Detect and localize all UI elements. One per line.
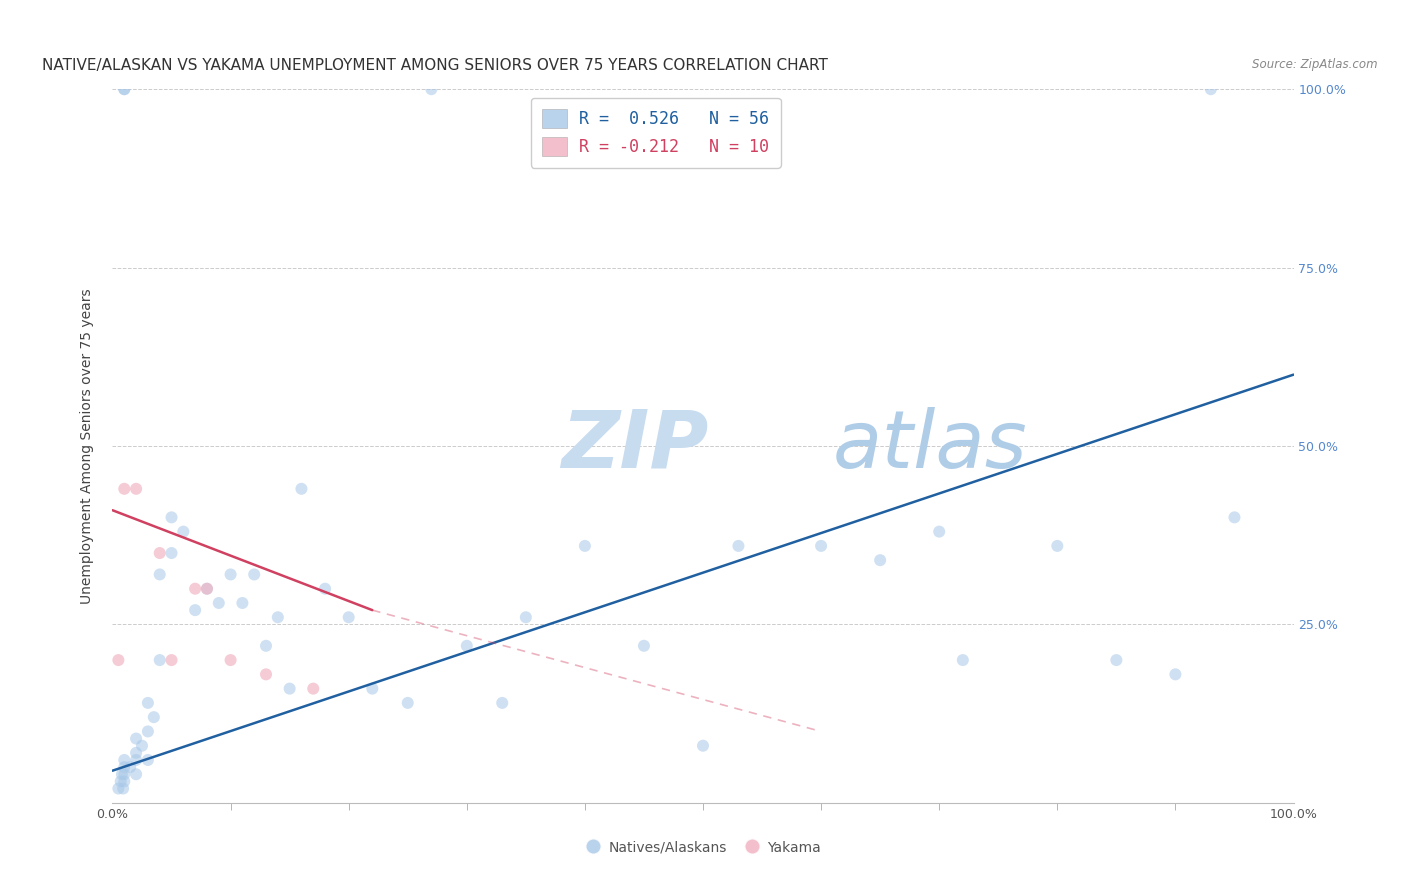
Point: [727, 539, 749, 553]
Point: [515, 610, 537, 624]
Point: [692, 739, 714, 753]
Point: [142, 710, 165, 724]
Point: [195, 582, 218, 596]
Point: [195, 582, 218, 596]
Point: [149, 567, 172, 582]
Text: ZIP: ZIP: [561, 407, 709, 485]
Point: [136, 753, 159, 767]
Point: [160, 510, 183, 524]
Point: [107, 781, 129, 796]
Point: [172, 524, 194, 539]
Point: [1164, 667, 1187, 681]
Point: [125, 731, 148, 746]
Point: [136, 696, 159, 710]
Point: [111, 767, 134, 781]
Point: [314, 582, 336, 596]
Point: [219, 653, 242, 667]
Point: [149, 546, 172, 560]
Point: [337, 610, 360, 624]
Point: [112, 774, 135, 789]
Point: [456, 639, 478, 653]
Point: [361, 681, 384, 696]
Point: [184, 582, 207, 596]
Point: [112, 753, 135, 767]
Point: [810, 539, 832, 553]
Point: [928, 524, 950, 539]
Point: [160, 653, 183, 667]
Point: [302, 681, 325, 696]
Point: [112, 760, 135, 774]
Point: [112, 82, 135, 96]
Point: [420, 82, 443, 96]
Point: [1223, 510, 1246, 524]
Point: [125, 767, 148, 781]
Point: [125, 746, 148, 760]
Point: [254, 667, 277, 681]
Point: [243, 567, 266, 582]
Text: atlas: atlas: [832, 407, 1028, 485]
Point: [254, 639, 277, 653]
Point: [208, 596, 231, 610]
Point: [290, 482, 312, 496]
Point: [231, 596, 253, 610]
Point: [184, 603, 207, 617]
Point: [149, 653, 172, 667]
Point: [120, 760, 142, 774]
Point: [869, 553, 891, 567]
Point: [396, 696, 419, 710]
Point: [1199, 82, 1222, 96]
Point: [574, 539, 596, 553]
Point: [1105, 653, 1128, 667]
Point: [491, 696, 513, 710]
Point: [107, 653, 129, 667]
Point: [112, 767, 135, 781]
Point: [125, 482, 148, 496]
Point: [131, 739, 153, 753]
Point: [633, 639, 655, 653]
Point: [112, 781, 135, 796]
Point: [952, 653, 974, 667]
Point: [160, 546, 183, 560]
Y-axis label: Unemployment Among Seniors over 75 years: Unemployment Among Seniors over 75 years: [80, 288, 94, 604]
Point: [219, 567, 242, 582]
Point: [112, 82, 135, 96]
Point: [112, 482, 135, 496]
Text: NATIVE/ALASKAN VS YAKAMA UNEMPLOYMENT AMONG SENIORS OVER 75 YEARS CORRELATION CH: NATIVE/ALASKAN VS YAKAMA UNEMPLOYMENT AM…: [42, 58, 828, 73]
Text: Source: ZipAtlas.com: Source: ZipAtlas.com: [1253, 58, 1378, 71]
Point: [267, 610, 290, 624]
Legend: Natives/Alaskans, Yakama: Natives/Alaskans, Yakama: [579, 835, 827, 860]
Point: [125, 753, 148, 767]
Point: [1046, 539, 1069, 553]
Point: [278, 681, 301, 696]
Point: [110, 774, 132, 789]
Point: [136, 724, 159, 739]
